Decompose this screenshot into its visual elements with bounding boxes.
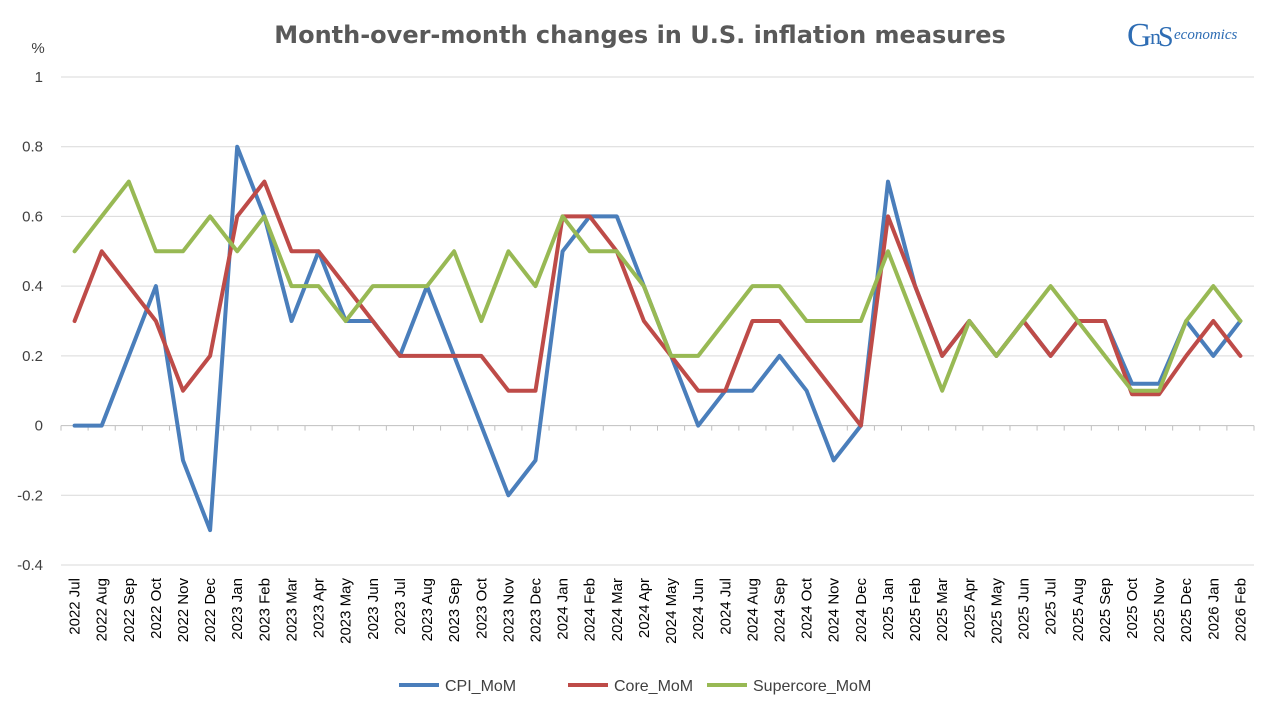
y-tick-label: 0.6: [22, 208, 43, 225]
brand-logo: G n S economics: [1127, 17, 1237, 54]
gridlines: [61, 76, 1254, 566]
x-tick-label: 2025 May: [988, 578, 1005, 644]
brand-logo-suffix: economics: [1174, 27, 1237, 43]
x-tick-label: 2026 Jan: [1205, 578, 1222, 640]
x-tick-label: 2022 Dec: [202, 578, 219, 643]
x-tick-label: 2023 Jun: [365, 578, 382, 640]
y-axis: -0.4 -0.2 0 0.2 0.4 0.6 0.8 1: [17, 69, 43, 574]
x-tick-label: 2024 Apr: [636, 578, 653, 638]
y-tick-label: 0.4: [22, 278, 43, 295]
x-axis: 2022 Jul 2022 Aug 2022 Sep 2022 Oct 2022 Nov…: [60, 425, 1255, 644]
x-tick-label: 2022 Aug: [94, 578, 111, 641]
y-tick-label: 0: [35, 418, 43, 435]
x-tick-label: 2023 Aug: [419, 578, 436, 641]
x-tick-label: 2024 Feb: [582, 578, 599, 641]
x-tick-label: 2024 Jul: [717, 578, 734, 635]
x-tick-label: 2024 Jun: [690, 578, 707, 640]
x-tick-label: 2026 Feb: [1232, 578, 1249, 641]
brand-logo-n: n: [1150, 24, 1161, 49]
series-line-core-mom: [72, 179, 1243, 428]
series-line-supercore-mom: [72, 179, 1243, 393]
x-tick-label: 2025 Jul: [1043, 578, 1060, 635]
y-tick-label: -0.2: [17, 487, 43, 504]
x-tick-label: 2024 Sep: [772, 578, 789, 642]
y-tick-label: 0.8: [22, 139, 43, 156]
x-tick-label: 2023 Jul: [392, 578, 409, 635]
series-lines: [72, 144, 1243, 533]
x-tick-label: 2023 Oct: [473, 577, 490, 639]
x-tick-label: 2023 May: [338, 578, 355, 644]
x-tick-label: 2025 Dec: [1178, 578, 1195, 643]
x-tick-label: 2023 Apr: [311, 578, 328, 638]
legend: CPI_MoM Core_MoM Supercore_MoM: [399, 678, 871, 695]
x-tick-label: 2025 Oct: [1124, 577, 1141, 639]
chart-title: Month-over-month changes in U.S. inflati…: [274, 21, 1006, 49]
y-tick-label: 0.2: [22, 348, 43, 365]
x-tick-label: 2023 Mar: [283, 578, 300, 641]
y-axis-unit-label: %: [31, 40, 44, 57]
legend-label: CPI_MoM: [445, 678, 516, 695]
x-tick-label: 2023 Sep: [446, 578, 463, 642]
legend-label: Supercore_MoM: [753, 678, 871, 695]
x-tick-label: 2024 Jan: [555, 578, 572, 640]
x-tick-label: 2024 Mar: [609, 578, 626, 641]
x-tick-label: 2025 Aug: [1070, 578, 1087, 641]
x-tick-label: 2025 Apr: [961, 578, 978, 638]
x-tick-label: 2024 Dec: [853, 578, 870, 643]
x-tick-label: 2022 Jul: [67, 578, 84, 635]
brand-logo-s: S: [1158, 22, 1174, 53]
x-tick-label: 2022 Sep: [121, 578, 138, 642]
brand-logo-mark: G: [1127, 17, 1152, 54]
x-tick-label: 2025 Mar: [934, 578, 951, 641]
x-tick-label: 2025 Feb: [907, 578, 924, 641]
x-tick-label: 2025 Nov: [1151, 578, 1168, 643]
x-tick-label: 2025 Sep: [1097, 578, 1114, 642]
x-tick-label: 2024 Oct: [799, 577, 816, 639]
x-tick-label: 2024 Nov: [826, 578, 843, 643]
legend-label: Core_MoM: [614, 678, 693, 695]
x-tick-label: 2022 Nov: [175, 578, 192, 643]
x-tick-label: 2024 May: [663, 578, 680, 644]
x-tick-label: 2023 Feb: [256, 578, 273, 641]
x-tick-label: 2025 Jan: [880, 578, 897, 640]
y-tick-label: 1: [35, 69, 43, 86]
x-tick-label: 2022 Oct: [148, 577, 165, 639]
x-tick-label: 2023 Dec: [527, 578, 544, 643]
x-tick-label: 2024 Aug: [744, 578, 761, 641]
x-tick-label: 2025 Jun: [1016, 578, 1033, 640]
x-tick-label: 2023 Jan: [229, 578, 246, 640]
y-tick-label: -0.4: [17, 557, 43, 574]
x-tick-label: 2023 Nov: [500, 578, 517, 643]
